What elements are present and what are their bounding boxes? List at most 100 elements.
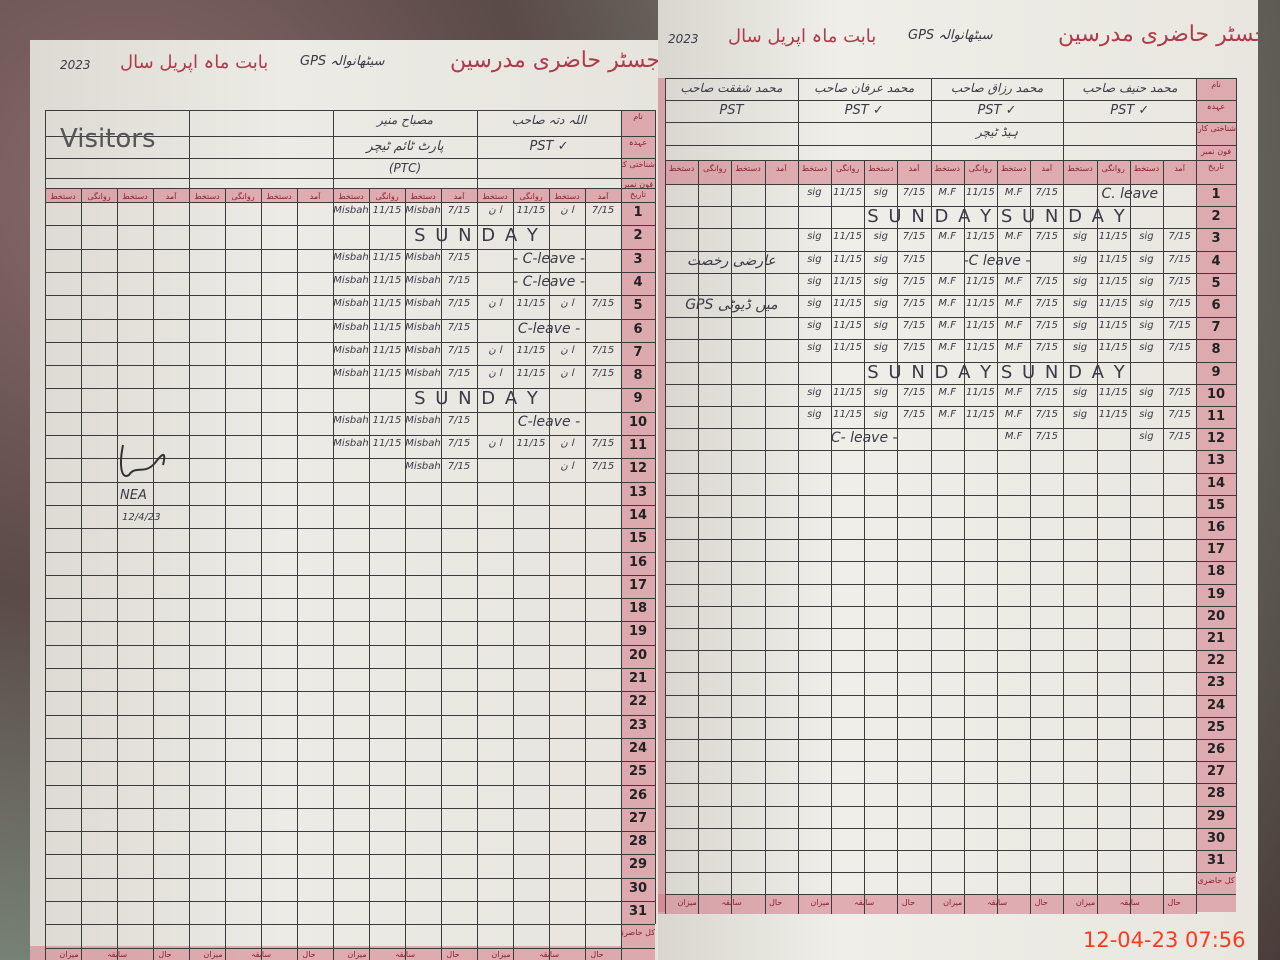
column-label: روانگی: [231, 192, 255, 201]
attendance-cell: 7/15: [1035, 409, 1059, 420]
attendance-cell: 7/15: [447, 205, 471, 216]
attendance-cell: 7/15: [591, 205, 615, 216]
column-label: روانگی: [968, 164, 993, 173]
grid-line: [45, 807, 655, 809]
column-label: دستخط: [482, 192, 508, 201]
attendance-cell: sig: [1072, 275, 1088, 287]
attendance-cell: ا ن: [560, 298, 574, 310]
leave-entry: -C leave -: [963, 252, 1031, 269]
attendance-cell: Misbah: [333, 344, 369, 356]
footer-label: سابقہ: [721, 898, 742, 908]
leave-entry: C- leave -: [830, 430, 898, 447]
attendance-cell: sig: [1139, 253, 1154, 265]
grid-line: [665, 894, 1237, 896]
attendance-cell: 11/15: [833, 187, 862, 198]
attendance-cell: Misbah: [333, 274, 369, 286]
grid-line: [1096, 160, 1098, 915]
register-title: رجسٹر حاضری مدرسین: [1058, 22, 1258, 47]
grid-line: [45, 110, 46, 960]
teacher-designation: PST ✓: [529, 139, 569, 154]
day-number: 14: [628, 507, 648, 523]
day-number: 2: [1211, 209, 1221, 225]
attendance-cell: sig: [1072, 409, 1088, 420]
grid-line: [864, 160, 866, 915]
day-number: 28: [1206, 786, 1226, 802]
attendance-cell: 7/15: [1035, 431, 1059, 443]
day-number: 25: [1206, 719, 1226, 735]
attendance-cell: sig: [1139, 275, 1154, 287]
footer-label: میزان: [59, 950, 79, 960]
attendance-cell: sig: [807, 187, 822, 198]
attendance-cell: Misbah: [405, 298, 441, 310]
attendance-cell: 11/15: [833, 253, 862, 265]
attendance-cell: 7/15: [447, 251, 471, 263]
day-number: 30: [1206, 830, 1226, 846]
attendance-cell: sig: [1139, 342, 1154, 354]
grid-line: [963, 160, 965, 915]
grid-line: [45, 854, 655, 856]
day-number: 30: [628, 880, 648, 896]
day-number: 27: [1206, 764, 1226, 780]
footer-band: [30, 946, 621, 960]
grid-line: [665, 872, 1237, 874]
teacher-name: اللہ دتہ صاحب: [511, 113, 587, 127]
day-number: 6: [1211, 298, 1221, 313]
attendance-cell: sig: [1072, 320, 1088, 332]
day-number: 31: [628, 904, 648, 919]
grid-line: [897, 160, 899, 915]
attendance-cell: M.F: [938, 231, 956, 243]
left-label-band: [658, 78, 665, 913]
school-name: GPS سیٹھانوالہ: [300, 54, 385, 69]
attendance-cell: 7/15: [1035, 231, 1059, 243]
grid-line: [665, 160, 1237, 161]
day-number: 24: [628, 740, 648, 756]
day-number: 8: [633, 368, 643, 384]
attendance-cell: 11/15: [833, 275, 862, 287]
column-label: روانگی: [519, 192, 543, 201]
attendance-cell: 11/15: [372, 298, 402, 310]
footer-label: حال: [158, 950, 172, 960]
grid-line: [45, 598, 655, 600]
attendance-cell: 7/15: [1168, 275, 1191, 287]
attendance-cell: 11/15: [1098, 386, 1128, 398]
day-number: 15: [628, 531, 648, 547]
grid-line: [665, 539, 1237, 541]
attendance-cell: 7/15: [591, 344, 615, 356]
day-number: 26: [628, 787, 648, 803]
grid-line: [45, 388, 655, 390]
attendance-cell: sig: [873, 298, 888, 309]
column-label: دستخط: [410, 192, 436, 201]
sunday-mark: S U N D A Y: [414, 388, 540, 410]
day-number: 15: [1206, 497, 1226, 513]
attendance-cell: 11/15: [516, 438, 546, 449]
footer-band: [658, 894, 1197, 915]
attendance-cell: M.F: [938, 275, 956, 287]
column-label: آمد: [775, 164, 787, 173]
attendance-cell: sig: [873, 275, 888, 287]
attendance-cell: 7/15: [1168, 253, 1191, 265]
attendance-cell: Misbah: [333, 414, 369, 426]
column-label: دستخط: [801, 164, 828, 173]
grid-line: [665, 145, 1237, 146]
attendance-cell: 11/15: [1098, 298, 1128, 309]
day-number: 5: [633, 298, 643, 314]
attendance-cell: Misbah: [333, 368, 369, 380]
day-number: 12: [628, 461, 648, 477]
grid-line: [665, 805, 1237, 807]
footer-label: حال: [769, 898, 783, 908]
year-value: 2023: [668, 32, 699, 46]
grid-line: [665, 716, 1237, 718]
attendance-cell: M.F: [1004, 298, 1023, 309]
grid-line: [585, 188, 586, 960]
attendance-cell: M.F: [938, 409, 956, 420]
attendance-cell: 7/15: [1035, 298, 1059, 309]
right-page: رجسٹر حاضری مدرسین GPS سیٹھانوالہ بابت ماہ…: [658, 0, 1258, 960]
attendance-cell: 11/15: [1098, 320, 1128, 332]
attendance-cell: ا ن: [560, 368, 574, 380]
column-label: دستخط: [1067, 164, 1093, 173]
attendance-cell: sig: [873, 409, 888, 420]
attendance-cell: 11/15: [833, 298, 862, 309]
grid-line: [45, 761, 655, 763]
day-number: 4: [1211, 253, 1221, 269]
left-page: رجسٹر حاضری مدرسین GPS سیٹھانوالہ بابت ماہ…: [30, 40, 662, 960]
